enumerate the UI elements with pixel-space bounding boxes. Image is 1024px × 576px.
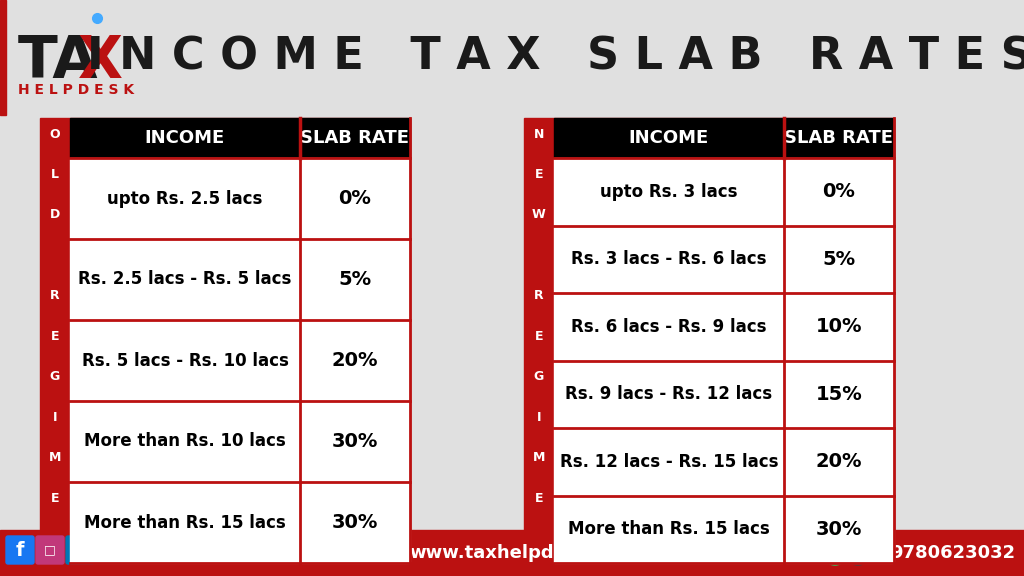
Text: W: W — [532, 209, 546, 221]
Bar — [70, 239, 410, 320]
Text: 30%: 30% — [332, 432, 378, 451]
Text: R: R — [50, 289, 59, 302]
Text: More than Rs. 15 lacs: More than Rs. 15 lacs — [84, 513, 286, 532]
Bar — [554, 428, 894, 495]
Text: □: □ — [44, 544, 56, 556]
Text: E: E — [535, 168, 544, 181]
Bar — [554, 225, 894, 293]
Text: D: D — [50, 209, 60, 221]
Text: Rs. 5 lacs - Rs. 10 lacs: Rs. 5 lacs - Rs. 10 lacs — [82, 351, 289, 369]
Text: 30%: 30% — [332, 513, 378, 532]
FancyBboxPatch shape — [6, 536, 34, 564]
Bar — [40, 118, 410, 563]
Text: Rs. 12 lacs - Rs. 15 lacs: Rs. 12 lacs - Rs. 15 lacs — [560, 453, 778, 471]
Bar — [554, 495, 894, 563]
Bar — [524, 118, 894, 563]
Text: E: E — [535, 491, 544, 505]
Bar — [0, 0, 1024, 115]
Text: More than Rs. 10 lacs: More than Rs. 10 lacs — [84, 433, 286, 450]
Text: Rs. 9 lacs - Rs. 12 lacs: Rs. 9 lacs - Rs. 12 lacs — [565, 385, 772, 403]
Text: 20%: 20% — [332, 351, 378, 370]
Text: ☏: ☏ — [825, 544, 845, 559]
Text: 20%: 20% — [816, 452, 862, 471]
Bar — [554, 361, 894, 428]
Bar — [554, 293, 894, 361]
Text: H E L P D E S K: H E L P D E S K — [18, 83, 134, 97]
FancyBboxPatch shape — [36, 536, 63, 564]
Text: 0%: 0% — [822, 182, 855, 201]
Text: INCOME: INCOME — [144, 129, 225, 147]
Bar — [554, 118, 894, 158]
Text: I: I — [53, 411, 57, 424]
Text: upto Rs. 3 lacs: upto Rs. 3 lacs — [600, 183, 737, 201]
Text: 5%: 5% — [339, 270, 372, 289]
Text: f: f — [15, 540, 25, 559]
Text: More than Rs. 15 lacs: More than Rs. 15 lacs — [568, 520, 770, 538]
Text: ☎: ☎ — [849, 545, 866, 559]
Text: in: in — [74, 544, 86, 556]
Text: Rs. 3 lacs - Rs. 6 lacs: Rs. 3 lacs - Rs. 6 lacs — [571, 250, 767, 268]
Text: X: X — [78, 33, 123, 90]
Bar — [0, 530, 1024, 576]
Text: G: G — [50, 370, 60, 383]
Bar — [70, 118, 410, 158]
Bar — [70, 401, 410, 482]
Text: I: I — [537, 411, 542, 424]
Text: 0%: 0% — [339, 189, 372, 208]
Text: Rs. 6 lacs - Rs. 9 lacs: Rs. 6 lacs - Rs. 9 lacs — [571, 318, 767, 336]
Text: M: M — [49, 451, 61, 464]
Text: 10%: 10% — [816, 317, 862, 336]
Bar — [70, 482, 410, 563]
Text: O: O — [50, 127, 60, 141]
Text: 5%: 5% — [822, 250, 856, 269]
Text: R: R — [535, 289, 544, 302]
Text: L: L — [51, 168, 59, 181]
Text: Rs. 2.5 lacs - Rs. 5 lacs: Rs. 2.5 lacs - Rs. 5 lacs — [78, 271, 292, 289]
Circle shape — [845, 539, 871, 565]
Bar — [0, 0, 6, 115]
Text: TaxHelpdesk: TaxHelpdesk — [115, 544, 243, 562]
Text: SLAB RATE: SLAB RATE — [784, 129, 894, 147]
Bar — [554, 158, 894, 225]
Text: E: E — [51, 330, 59, 343]
Text: N: N — [534, 127, 544, 141]
Text: SLAB RATE: SLAB RATE — [300, 129, 410, 147]
Text: E: E — [535, 330, 544, 343]
Text: upto Rs. 2.5 lacs: upto Rs. 2.5 lacs — [108, 190, 263, 207]
Text: E: E — [51, 491, 59, 505]
Text: 9780623032: 9780623032 — [890, 544, 1015, 562]
Bar — [70, 320, 410, 401]
Text: INCOME: INCOME — [629, 129, 710, 147]
Text: www.taxhelpdesk.in: www.taxhelpdesk.in — [410, 544, 614, 562]
Text: M: M — [532, 451, 545, 464]
Bar — [70, 158, 410, 239]
Text: 15%: 15% — [816, 385, 862, 404]
Text: I N C O M E   T A X   S L A B   R A T E S: I N C O M E T A X S L A B R A T E S — [87, 36, 1024, 78]
Circle shape — [822, 539, 848, 565]
Text: 30%: 30% — [816, 520, 862, 539]
FancyBboxPatch shape — [66, 536, 94, 564]
Text: G: G — [534, 370, 544, 383]
Text: TA: TA — [18, 33, 98, 90]
